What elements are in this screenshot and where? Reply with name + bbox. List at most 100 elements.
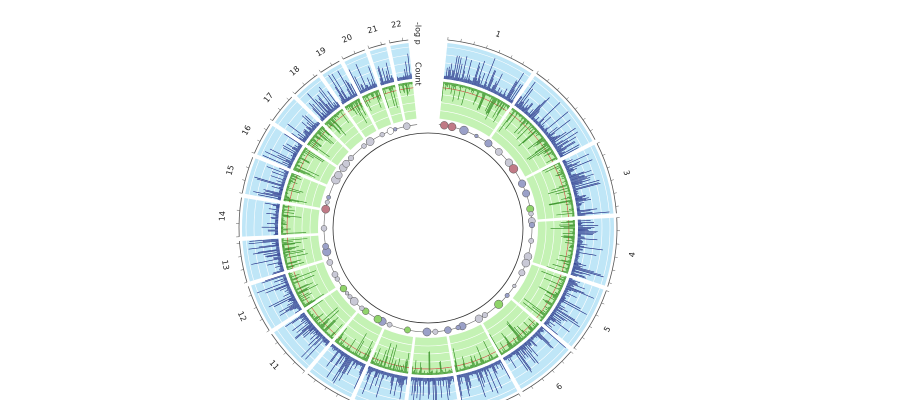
ideogram-tick (589, 326, 593, 329)
track-grid (349, 63, 370, 73)
ideogram-tick (498, 49, 501, 53)
signal-peaks (570, 219, 604, 279)
signal-peaks (248, 238, 285, 275)
signal-peaks (307, 86, 341, 122)
track-grid (327, 349, 363, 373)
track-label: Count (414, 62, 423, 86)
signal-peaks (362, 365, 408, 400)
chromosome-label: 18 (288, 64, 302, 77)
ideogram-tick (341, 56, 344, 60)
ideogram-tick (263, 128, 267, 131)
network-node (528, 211, 534, 217)
network-node (459, 125, 469, 136)
ideogram-tick (522, 61, 525, 65)
track-grid (359, 387, 404, 400)
track-grid (307, 266, 323, 297)
track-grid (413, 351, 450, 355)
track-grid (555, 282, 585, 334)
network-node (322, 243, 329, 250)
ideogram-tick (518, 393, 521, 397)
ideogram-tick (367, 45, 370, 49)
ideogram-tick (596, 141, 600, 144)
signal-peaks (562, 153, 610, 216)
network-node (518, 269, 526, 277)
middle-track (512, 264, 567, 322)
network-node (495, 148, 503, 156)
outer-track (274, 99, 320, 143)
track-grid (254, 240, 262, 279)
network-node (455, 324, 461, 331)
track-grid (360, 123, 373, 132)
track-grid (333, 81, 351, 92)
track-grid (248, 159, 260, 195)
track-grid (253, 199, 257, 237)
track-grid (388, 104, 400, 109)
node-ring (323, 124, 533, 333)
track-grid (309, 208, 312, 234)
ideogram-tick (602, 154, 606, 156)
ideogram-tick (566, 97, 569, 100)
count-peaks (523, 271, 567, 322)
count-peaks (498, 107, 558, 164)
ideogram-tick (245, 166, 249, 169)
track-grid (267, 132, 283, 160)
ideogram (342, 49, 365, 60)
count-peaks (281, 238, 308, 271)
signal-peaks (502, 326, 566, 373)
track-grid (311, 183, 319, 207)
track-grid (518, 267, 540, 304)
track-grid (531, 272, 555, 314)
track-grid (256, 162, 267, 197)
network-node (393, 127, 398, 132)
chromosome-label: 11 (267, 358, 280, 372)
track-grid (245, 198, 249, 237)
network-node (508, 164, 519, 174)
count-peaks (452, 340, 499, 373)
track-grid (290, 321, 320, 354)
ideogram (522, 351, 572, 392)
ideogram-tick (541, 378, 545, 382)
ideogram-tick (266, 330, 270, 333)
track-grid (441, 102, 499, 124)
network-node (339, 284, 348, 293)
count-peaks (489, 318, 540, 356)
signal-peaks (285, 312, 330, 360)
ideogram-tick (336, 393, 338, 397)
chromosome-label: 22 (391, 19, 402, 29)
track-grid (346, 56, 368, 66)
track-grid (323, 298, 346, 324)
chromosome-label: 1 (494, 29, 502, 39)
network-node (474, 133, 479, 139)
ideogram-tick (269, 118, 273, 121)
ideogram (389, 39, 409, 44)
ideogram (607, 217, 618, 287)
chromosome-label: 16 (240, 124, 253, 137)
network-node (481, 312, 488, 319)
count-peaks (307, 125, 334, 158)
middle-track (292, 147, 337, 185)
ideogram-tick (510, 55, 513, 59)
network-node (504, 293, 510, 298)
network-node (349, 296, 359, 306)
ideogram-tick (570, 351, 574, 354)
signal-peaks (287, 115, 321, 143)
chromosome-label: 5 (602, 325, 612, 334)
network-node (386, 127, 394, 135)
track-grid (395, 70, 412, 74)
signal-peaks (256, 274, 302, 316)
ideogram-tick (259, 318, 263, 321)
threshold-line (383, 90, 397, 95)
network-node (528, 222, 535, 229)
ideogram-tick (607, 166, 611, 169)
ideogram-tick (486, 45, 488, 49)
ideogram-tick (582, 337, 585, 340)
track-grid (299, 80, 322, 100)
network-node (344, 291, 350, 296)
track-grid (353, 71, 373, 80)
outer-track (514, 75, 593, 158)
ideogram-tick (251, 151, 255, 154)
network-node (379, 132, 385, 138)
ideogram-tick (612, 269, 616, 271)
ideogram-tick (536, 70, 539, 74)
count-peaks (324, 108, 350, 136)
